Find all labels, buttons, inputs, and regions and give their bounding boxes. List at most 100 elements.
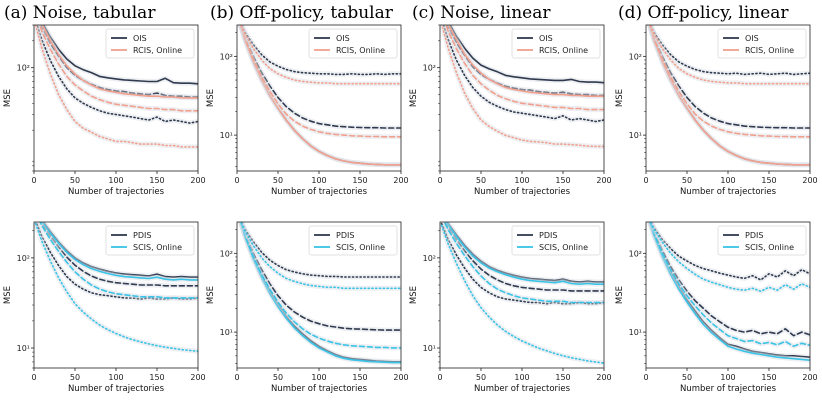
x-axis-label: Number of trajectories — [271, 187, 368, 197]
x-tick-label: 100 — [311, 176, 326, 185]
legend: OIS RCIS, Online — [717, 28, 807, 59]
series-group — [440, 222, 604, 366]
x-tick-label: 200 — [596, 373, 611, 382]
series-group — [440, 25, 604, 149]
legend-label-ois: OIS — [745, 34, 759, 43]
legend-label-rcis-online: RCIS, Online — [539, 46, 588, 55]
series-line-ois-dashed — [648, 25, 810, 129]
legend-label-rcis-online: RCIS, Online — [133, 46, 182, 55]
series-line-ois-solid — [449, 25, 604, 84]
series-line-scis-online-dotted — [649, 222, 810, 293]
y-tick-label: 10² — [629, 249, 642, 258]
x-axis-label: Number of trajectories — [271, 384, 368, 394]
series-line-rcis-online-dashed — [648, 25, 810, 138]
y-tick-label: 10¹ — [629, 131, 642, 140]
series-line-pdis-dashed — [649, 222, 810, 337]
legend: OIS RCIS, Online — [105, 28, 195, 59]
legend-box — [717, 225, 807, 256]
x-tick-label: 50 — [682, 373, 692, 382]
legend: PDIS SCIS, Online — [308, 225, 398, 256]
series-line-scis-online-dashed — [648, 222, 810, 348]
x-tick-label: 100 — [720, 373, 735, 382]
legend: OIS RCIS, Online — [511, 28, 601, 59]
series-group — [646, 25, 810, 168]
x-axis-label: Number of trajectories — [680, 187, 777, 197]
series-line-pdis-dashed — [239, 222, 401, 331]
legend-label-pdis: PDIS — [745, 231, 763, 240]
series-group — [34, 222, 198, 354]
legend-box — [105, 28, 195, 59]
x-tick-label: 150 — [761, 176, 776, 185]
series-line-scis-online-dotted — [34, 222, 198, 353]
series-line-pdis-dotted — [650, 222, 810, 281]
y-axis-label: MSE — [615, 89, 625, 107]
legend-box — [717, 28, 807, 59]
y-tick-label: 10² — [17, 254, 30, 263]
x-tick-label: 150 — [555, 373, 570, 382]
series-line-rcis-online-dashed — [445, 25, 604, 111]
x-tick-label: 150 — [149, 176, 164, 185]
series-line-rcis-online-dashed — [239, 25, 401, 138]
x-tick-label: 50 — [682, 176, 692, 185]
legend-label-rcis-online: RCIS, Online — [336, 46, 385, 55]
y-tick-label: 10² — [17, 64, 30, 73]
y-tick-label: 10² — [220, 52, 233, 61]
chart-panel-top-c: (c) Noise, linear 0 50 100 150 200 10² Number o… — [409, 3, 612, 197]
y-tick-label: 10² — [629, 52, 642, 61]
x-tick-label: 200 — [190, 373, 205, 382]
series-line-ois-dotted — [240, 25, 401, 76]
legend-box — [511, 28, 601, 59]
y-axis-label: MSE — [206, 89, 216, 107]
y-tick-label: 10² — [220, 249, 233, 258]
series-line-rcis-online-dotted — [240, 25, 401, 85]
y-tick-label: 10¹ — [423, 344, 436, 353]
panel-title-a: (a) Noise, tabular — [4, 3, 156, 23]
series-line-scis-online-solid — [648, 222, 810, 362]
x-tick-label: 100 — [108, 176, 123, 185]
series-line-scis-online-dashed — [39, 222, 198, 299]
x-tick-label: 150 — [352, 176, 367, 185]
legend: PDIS SCIS, Online — [511, 225, 601, 256]
x-tick-label: 150 — [761, 373, 776, 382]
series-group — [34, 25, 198, 150]
series-line-rcis-online-dotted — [441, 25, 604, 148]
series-line-rcis-online-dotted — [649, 25, 810, 85]
x-tick-label: 200 — [596, 176, 611, 185]
series-line-rcis-online-dashed — [39, 25, 198, 112]
legend-label-pdis: PDIS — [336, 231, 354, 240]
x-tick-label: 100 — [720, 176, 735, 185]
chart-panel-top-a: (a) Noise, tabular 0 50 100 150 200 10² Number … — [3, 3, 206, 197]
legend-label-scis-online: SCIS, Online — [539, 243, 588, 252]
x-tick-label: 50 — [70, 373, 80, 382]
y-axis-label: MSE — [615, 286, 625, 304]
chart-panel-bottom-b: 0 50 100 150 200 10¹ 10² Number of trajectories… — [206, 221, 409, 394]
x-tick-label: 150 — [555, 176, 570, 185]
series-line-ois-dotted — [36, 25, 198, 124]
chart-panel-top-d: (d) Off-policy, linear 0 50 100 150 200 10¹ 10²… — [615, 3, 818, 197]
y-tick-label: 10¹ — [220, 131, 233, 140]
x-axis-label: Number of trajectories — [474, 384, 571, 394]
chart-panel-top-b: (b) Off-policy, tabular 0 50 100 150 200 10¹ 10… — [206, 3, 409, 197]
x-tick-label: 150 — [352, 373, 367, 382]
series-line-pdis-dotted — [35, 222, 198, 300]
x-tick-label: 200 — [393, 176, 408, 185]
y-axis-label: MSE — [3, 286, 13, 304]
series-line-scis-online-dashed — [443, 222, 604, 304]
x-tick-label: 100 — [108, 373, 123, 382]
x-tick-label: 150 — [149, 373, 164, 382]
series-group — [237, 25, 401, 168]
series-line-ois-dashed — [40, 25, 198, 98]
y-axis-label: MSE — [3, 89, 13, 107]
panel-title-c: (c) Noise, linear — [412, 3, 551, 23]
x-tick-label: 50 — [476, 176, 486, 185]
x-axis-label: Number of trajectories — [474, 187, 571, 197]
series-line-pdis-solid — [446, 222, 604, 283]
series-line-pdis-solid — [648, 222, 810, 359]
legend: PDIS SCIS, Online — [105, 225, 195, 256]
y-tick-label: 10¹ — [629, 328, 642, 337]
x-tick-label: 0 — [643, 373, 648, 382]
legend-box — [511, 225, 601, 256]
legend-label-pdis: PDIS — [133, 231, 151, 240]
chart-panel-bottom-c: 0 50 100 150 200 10¹ 10² Number of trajectories… — [409, 221, 612, 394]
